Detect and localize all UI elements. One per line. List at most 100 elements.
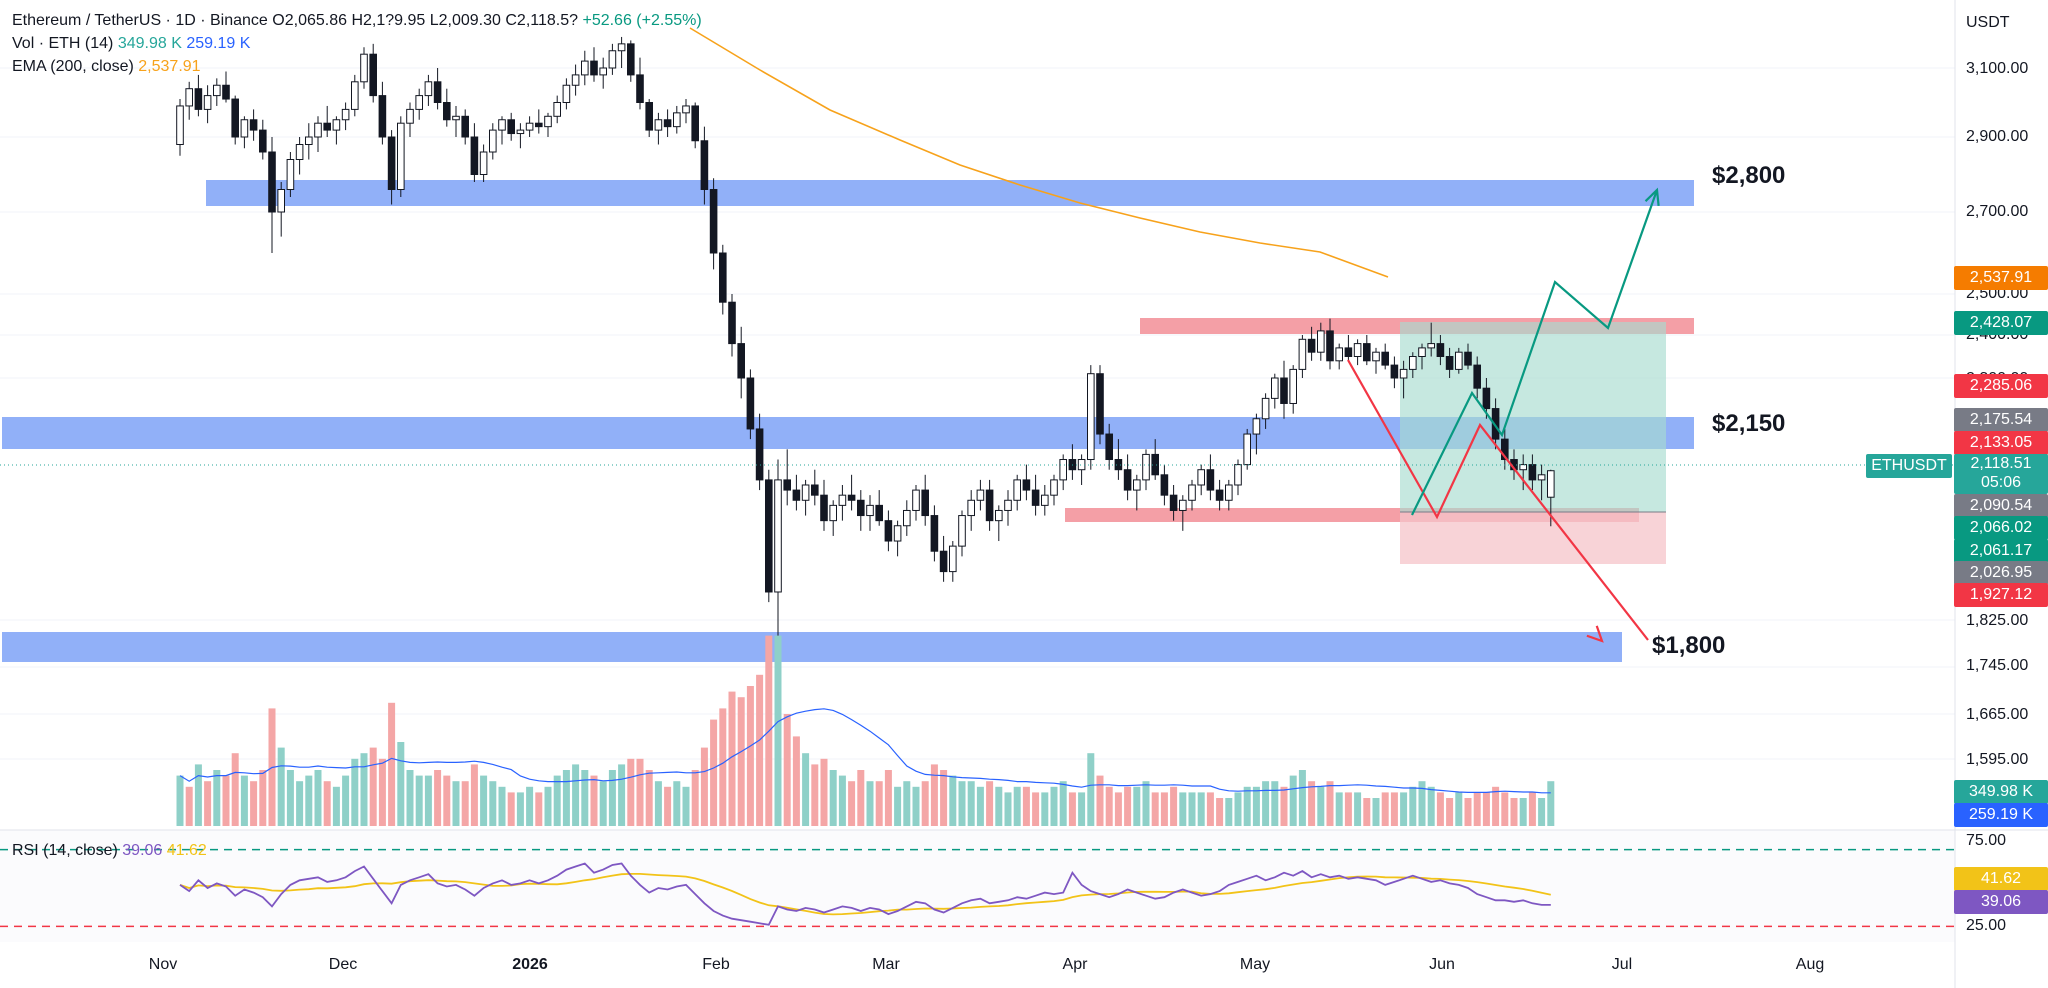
volume-bar: [1197, 792, 1205, 826]
candle-body: [249, 119, 258, 131]
volume-bar: [572, 764, 580, 826]
volume-bar: [553, 775, 561, 826]
candle-body: [838, 494, 847, 506]
volume-bar: [1170, 786, 1178, 826]
candle-body: [544, 115, 552, 128]
candle-body: [240, 119, 249, 138]
volume-bar: [406, 770, 414, 826]
volume-bar: [756, 674, 764, 826]
price-tick: 1,665.00: [1966, 706, 2029, 723]
volume-bar: [526, 786, 534, 826]
volume-bar: [1188, 792, 1196, 826]
candle-body: [1372, 351, 1380, 362]
level-label-2150: $2,150: [1712, 410, 1786, 437]
volume-bar: [498, 786, 506, 826]
candle-body: [1271, 377, 1279, 399]
candle-body: [1169, 494, 1178, 511]
candle-body: [1519, 464, 1528, 471]
x-label: Dec: [328, 956, 358, 973]
volume-bar: [1289, 775, 1297, 826]
legend-row-volume: Vol · ETH (14) 349.98 K 259.19 K: [12, 35, 250, 53]
candle-body: [1353, 343, 1362, 358]
volume-bar: [608, 770, 616, 826]
candle-body: [259, 129, 267, 153]
rsi-ma-value: 41.62: [166, 842, 207, 859]
candle-body: [939, 550, 948, 573]
candle-body: [949, 545, 957, 573]
volume-bar: [1096, 775, 1104, 826]
volume-bar: [664, 786, 672, 826]
candle-body: [1142, 453, 1150, 481]
candle-body: [691, 105, 700, 142]
candle-body: [1096, 373, 1104, 435]
volume-bar: [1354, 792, 1362, 826]
candle-body: [645, 102, 654, 131]
volume-bar: [1363, 798, 1371, 826]
volume-bar: [1482, 792, 1490, 826]
volume-bar: [1538, 798, 1546, 826]
candle-body: [1491, 408, 1500, 440]
candle-body: [1050, 479, 1058, 496]
volume-bar: [774, 635, 782, 826]
zone-2800: [206, 180, 1694, 206]
price-tick: 1,595.00: [1966, 751, 2029, 768]
candle-body: [1179, 499, 1187, 511]
candle-body: [700, 140, 709, 190]
candle-body: [1409, 356, 1417, 370]
candle-body: [295, 144, 304, 160]
candle-body: [535, 122, 543, 128]
candle-body: [525, 122, 534, 131]
price-tick: 3,100.00: [1966, 60, 2029, 77]
candle-body: [332, 119, 341, 131]
price-tick: 2,700.00: [1966, 203, 2029, 220]
rsi-value: 39.06: [122, 842, 163, 859]
candle-body: [1123, 469, 1132, 491]
volume-bar: [792, 736, 800, 826]
volume-bar: [296, 781, 304, 826]
candle-body: [792, 489, 801, 501]
candle-body: [452, 115, 460, 121]
volume-bar: [1501, 792, 1509, 826]
candle-body: [1022, 479, 1031, 491]
volume-bar: [424, 775, 432, 826]
candle-body: [1298, 338, 1307, 370]
candle-body: [213, 84, 221, 97]
legend-row-rsi: RSI (14, close) 39.06 41.62: [12, 842, 207, 860]
volume-bar: [802, 753, 810, 826]
volume-bar: [516, 792, 524, 826]
candle-body: [995, 509, 1003, 522]
volume-bar: [811, 764, 819, 826]
candle-body: [1252, 418, 1261, 435]
rsi-tick: 75.00: [1966, 832, 2007, 849]
candle-body: [682, 105, 690, 114]
volume-bar: [949, 775, 957, 826]
candle-body: [461, 115, 469, 138]
volume-bar: [250, 781, 258, 826]
volume-bar: [710, 719, 718, 826]
volume-bar: [1078, 792, 1086, 826]
volume-bar: [1234, 792, 1242, 826]
volume-bar: [636, 758, 644, 826]
candle-body: [1445, 356, 1454, 370]
volume-bar: [940, 770, 948, 826]
badge-rsi-ma: 41.62: [1954, 867, 2048, 891]
badge-level: 2,133.05: [1954, 431, 2048, 455]
candle-body: [967, 499, 976, 517]
volume-bar: [958, 781, 966, 826]
volume-bar: [820, 758, 828, 826]
candle-body: [314, 122, 322, 138]
candle-body: [1215, 489, 1224, 501]
volume-bar: [599, 781, 607, 826]
candle-body: [783, 479, 792, 491]
volume-bar: [627, 758, 635, 826]
candle-body: [958, 515, 966, 547]
volume-bar: [884, 770, 892, 826]
volume-bar: [562, 770, 570, 826]
volume-bar: [1271, 781, 1279, 826]
volume-bar: [581, 770, 589, 826]
x-label: Aug: [1795, 956, 1825, 973]
volume-bar: [857, 770, 865, 826]
volume-bar: [480, 775, 488, 826]
candle-body: [222, 84, 230, 100]
